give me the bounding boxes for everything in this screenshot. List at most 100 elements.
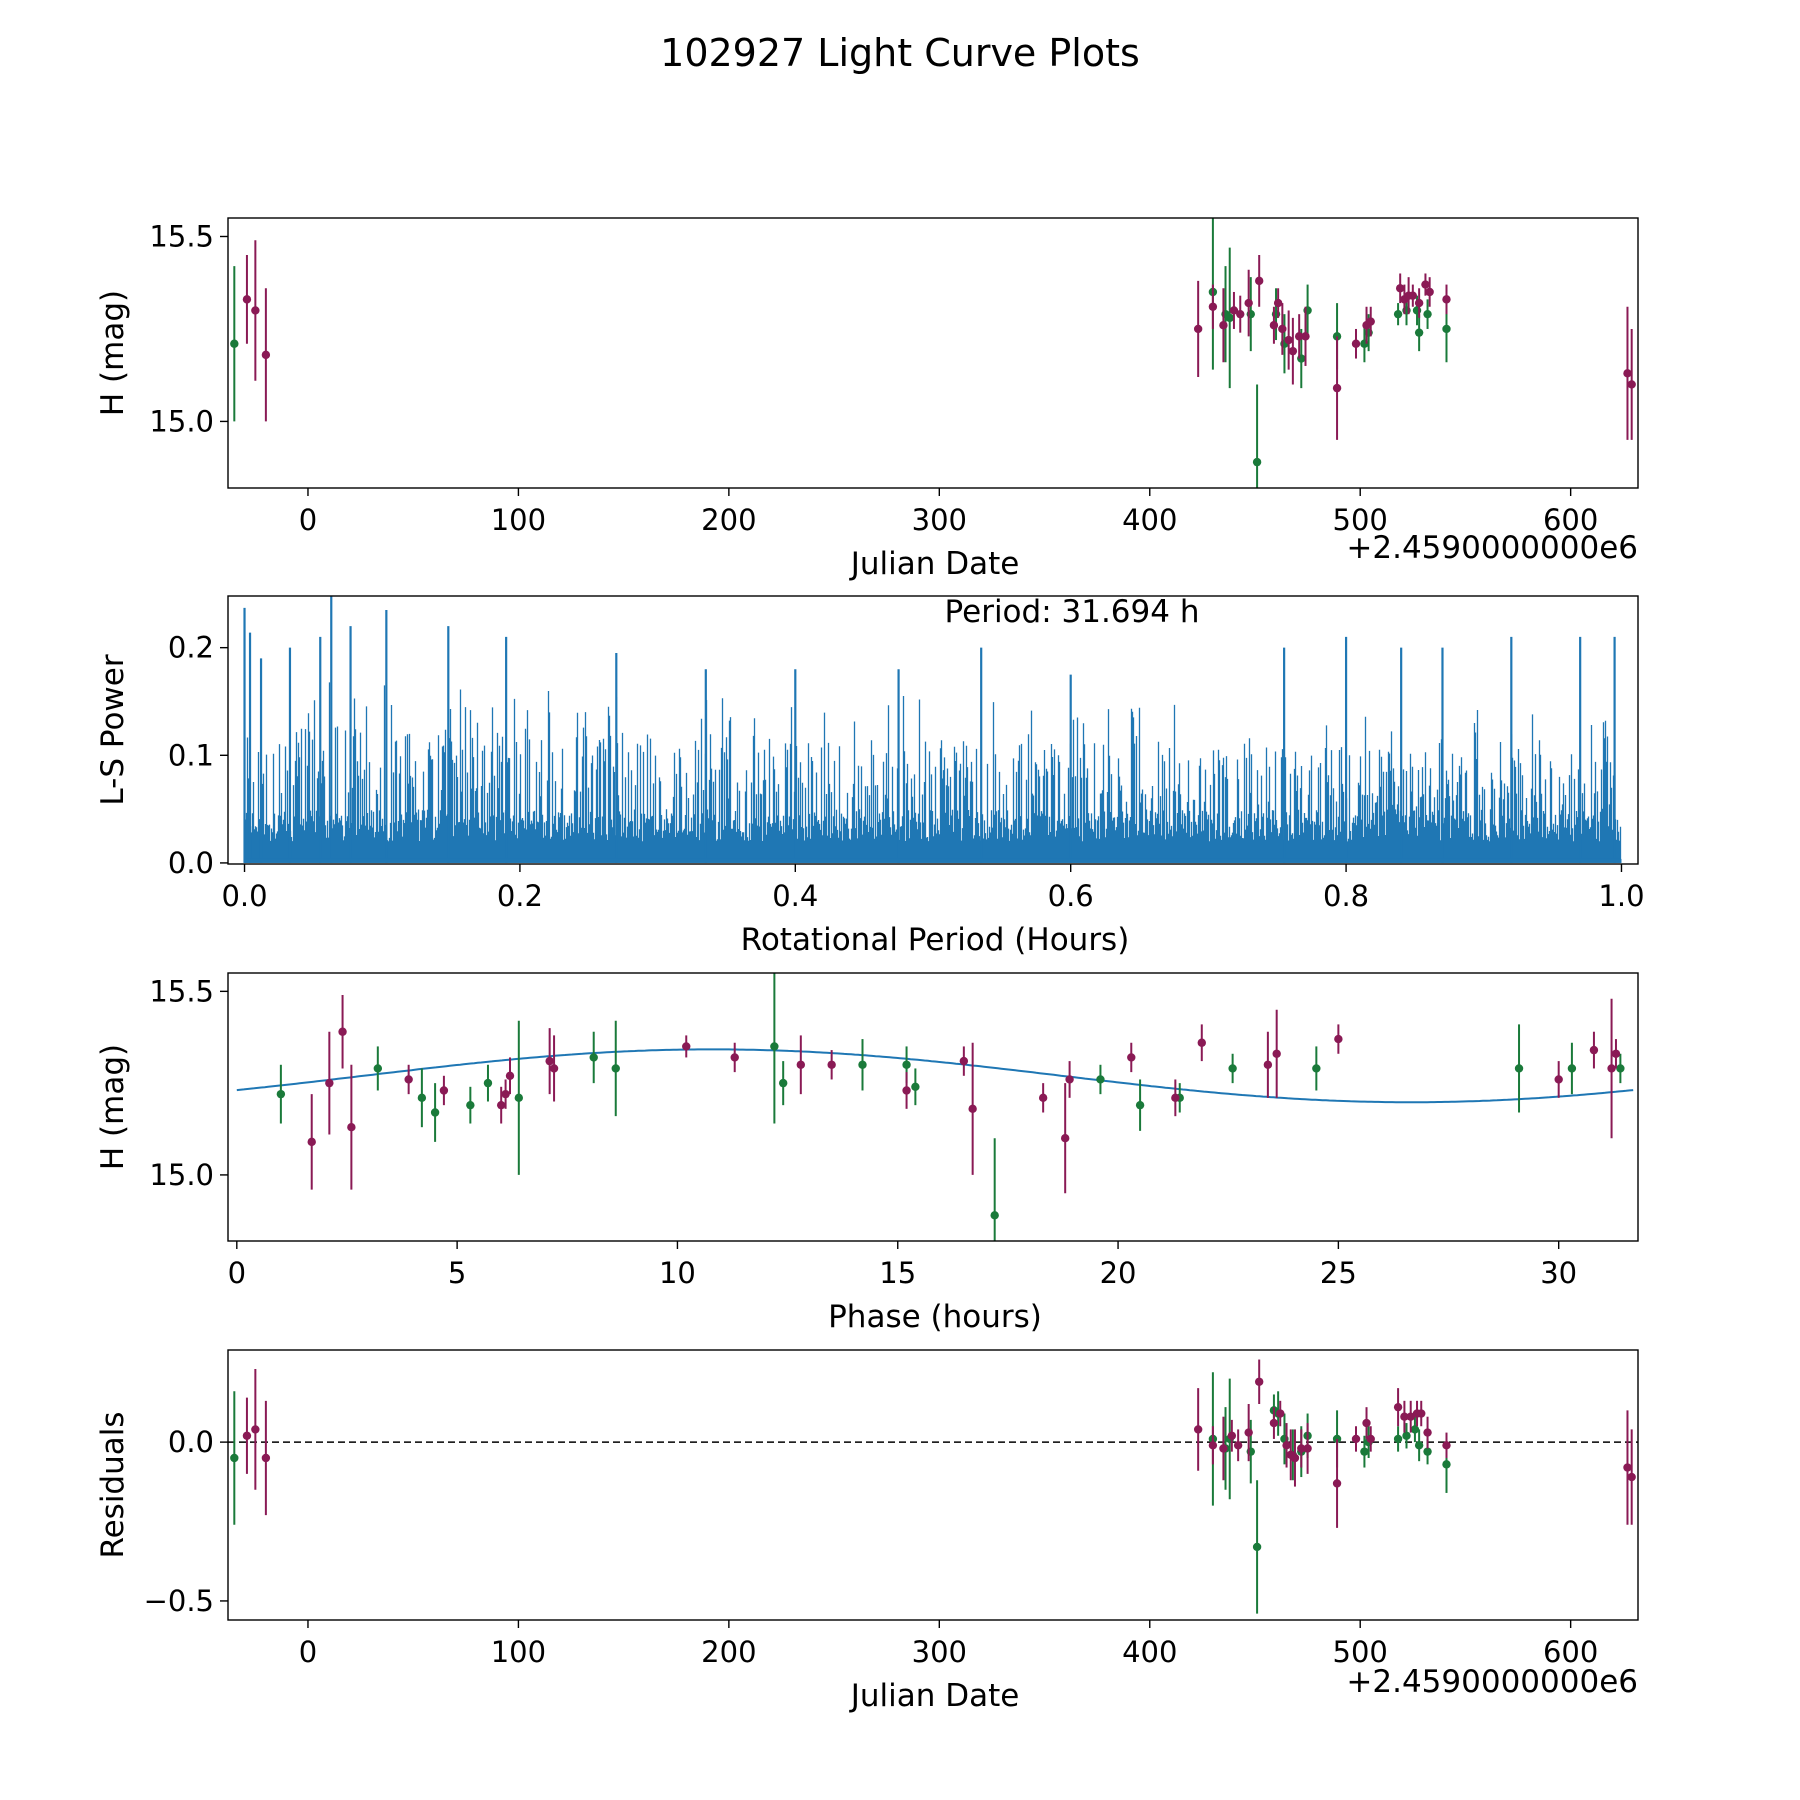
residuals-point [1623, 1463, 1632, 1472]
phased-point [1060, 1134, 1070, 1143]
phased-xtick-label: 15 [879, 1256, 916, 1290]
residuals-x-offset-label: +2.4590000000e6 [1346, 1664, 1638, 1700]
phased-point [325, 1078, 334, 1088]
figure-title: 102927 Light Curve Plots [660, 31, 1140, 75]
residuals-xtick-label: 500 [1333, 1635, 1388, 1669]
lightcurve-point [1244, 298, 1253, 308]
periodogram-baseline [244, 858, 1622, 863]
phased-point [545, 1056, 554, 1066]
phased-point [959, 1056, 969, 1066]
phased-point [858, 1060, 867, 1069]
lightcurve-xtick-label: 0 [299, 503, 317, 537]
residuals-point [1290, 1453, 1300, 1463]
residuals-point [1351, 1434, 1361, 1444]
residuals-xtick-label: 0 [299, 1635, 317, 1669]
periodogram-xtick-label: 1.0 [1598, 879, 1644, 913]
lightcurve-point [1421, 280, 1430, 289]
residuals-point [1252, 1542, 1262, 1552]
residuals-point [1282, 1441, 1291, 1450]
phased-point [1514, 1064, 1524, 1073]
residuals-point [1233, 1441, 1243, 1450]
lightcurve-xtick-label: 200 [701, 503, 756, 537]
phased-points [276, 973, 1625, 1241]
residuals-xtick-label: 400 [1122, 1635, 1177, 1669]
lightcurve-xtick-label: 300 [912, 503, 967, 537]
residuals-xtick-label: 200 [701, 1635, 756, 1669]
residuals-point [1442, 1441, 1451, 1450]
phased-point [549, 1064, 559, 1073]
periodogram-xlabel: Rotational Period (Hours) [741, 922, 1130, 958]
residuals-point [1276, 1409, 1285, 1418]
lightcurve-point [251, 306, 260, 315]
phased-point [1589, 1045, 1599, 1055]
phased-point [1135, 1100, 1145, 1110]
residuals-ylabel: Residuals [95, 1411, 131, 1558]
phased-point [1312, 1064, 1321, 1073]
lightcurve-point [1278, 324, 1287, 334]
lightcurve-ytick-label: 15.0 [149, 404, 214, 438]
residuals-point [1193, 1425, 1203, 1434]
lightcurve-point [242, 295, 252, 304]
phased-model-curve [236, 1048, 1634, 1104]
residuals-point [1244, 1428, 1253, 1437]
residuals-ytick-label: −0.5 [144, 1584, 214, 1618]
phased-point [990, 1211, 999, 1220]
residuals-point [1393, 1434, 1403, 1444]
residuals-xtick-label: 100 [491, 1635, 546, 1669]
phased-point [439, 1086, 449, 1095]
periodogram-chart: Period: 31.694 h 0.0 0.2 0.4 0.6 0.8 1.0 0.0 0.1… [95, 594, 1645, 958]
phased-point [911, 1082, 920, 1092]
periodogram-xtick-label: 0.2 [497, 879, 543, 913]
lightcurve-point [1252, 457, 1262, 467]
residuals-point [1400, 1412, 1409, 1421]
lightcurve-point [1332, 332, 1342, 341]
lightcurve-point [1442, 324, 1451, 334]
lightcurve-point [1294, 332, 1304, 341]
phased-point [611, 1064, 620, 1073]
residuals-point [1227, 1431, 1237, 1440]
residuals-point [1423, 1447, 1432, 1456]
lightcurve-point [1288, 346, 1298, 356]
residuals-point [1332, 1479, 1342, 1488]
residuals-xlabel: Julian Date [849, 1678, 1020, 1714]
residuals-frame [227, 1349, 1639, 1621]
residuals-point [1254, 1377, 1264, 1386]
phased-point [1334, 1034, 1343, 1044]
residuals-point [1360, 1447, 1369, 1456]
phased-point [466, 1100, 475, 1110]
phased-point [496, 1100, 506, 1110]
lightcurve-point [1414, 328, 1424, 337]
residuals-chart: 0 100 200 300 400 500 600 −0.5 0.0 Julian Date Res… [95, 1349, 1639, 1714]
phased-point [276, 1089, 286, 1099]
phased-point [501, 1089, 510, 1099]
residuals-point [1366, 1434, 1375, 1444]
lightcurve-point [1414, 298, 1424, 308]
periodogram-frame [227, 595, 1639, 865]
lightcurve-point [1236, 309, 1245, 319]
lightcurve-point [1269, 321, 1279, 330]
residuals-xtick-label: 600 [1543, 1635, 1598, 1669]
periodogram-series [243, 596, 1622, 863]
lightcurve-point [230, 339, 239, 348]
residuals-point [1362, 1418, 1371, 1428]
phased-xtick-label: 20 [1100, 1256, 1137, 1290]
lightcurve-point [1229, 306, 1239, 315]
lightcurve-xlabel: Julian Date [849, 546, 1020, 582]
lightcurve-point [1623, 369, 1632, 378]
periodogram-ytick-label: 0.0 [168, 846, 214, 880]
phased-point [968, 1104, 977, 1114]
phased-point [682, 1042, 691, 1051]
phased-point [1272, 1049, 1281, 1058]
lightcurve-point [1301, 332, 1310, 341]
lightcurve-point [1208, 302, 1218, 311]
phased-point [1554, 1075, 1563, 1084]
lightcurve-point [1408, 291, 1418, 300]
phased-point [902, 1086, 911, 1095]
phased-point [1263, 1060, 1273, 1069]
phased-point [1197, 1038, 1206, 1047]
phased-point [1607, 1064, 1616, 1073]
phased-point [1171, 1093, 1180, 1103]
residuals-ytick-label: 0.0 [168, 1425, 214, 1459]
